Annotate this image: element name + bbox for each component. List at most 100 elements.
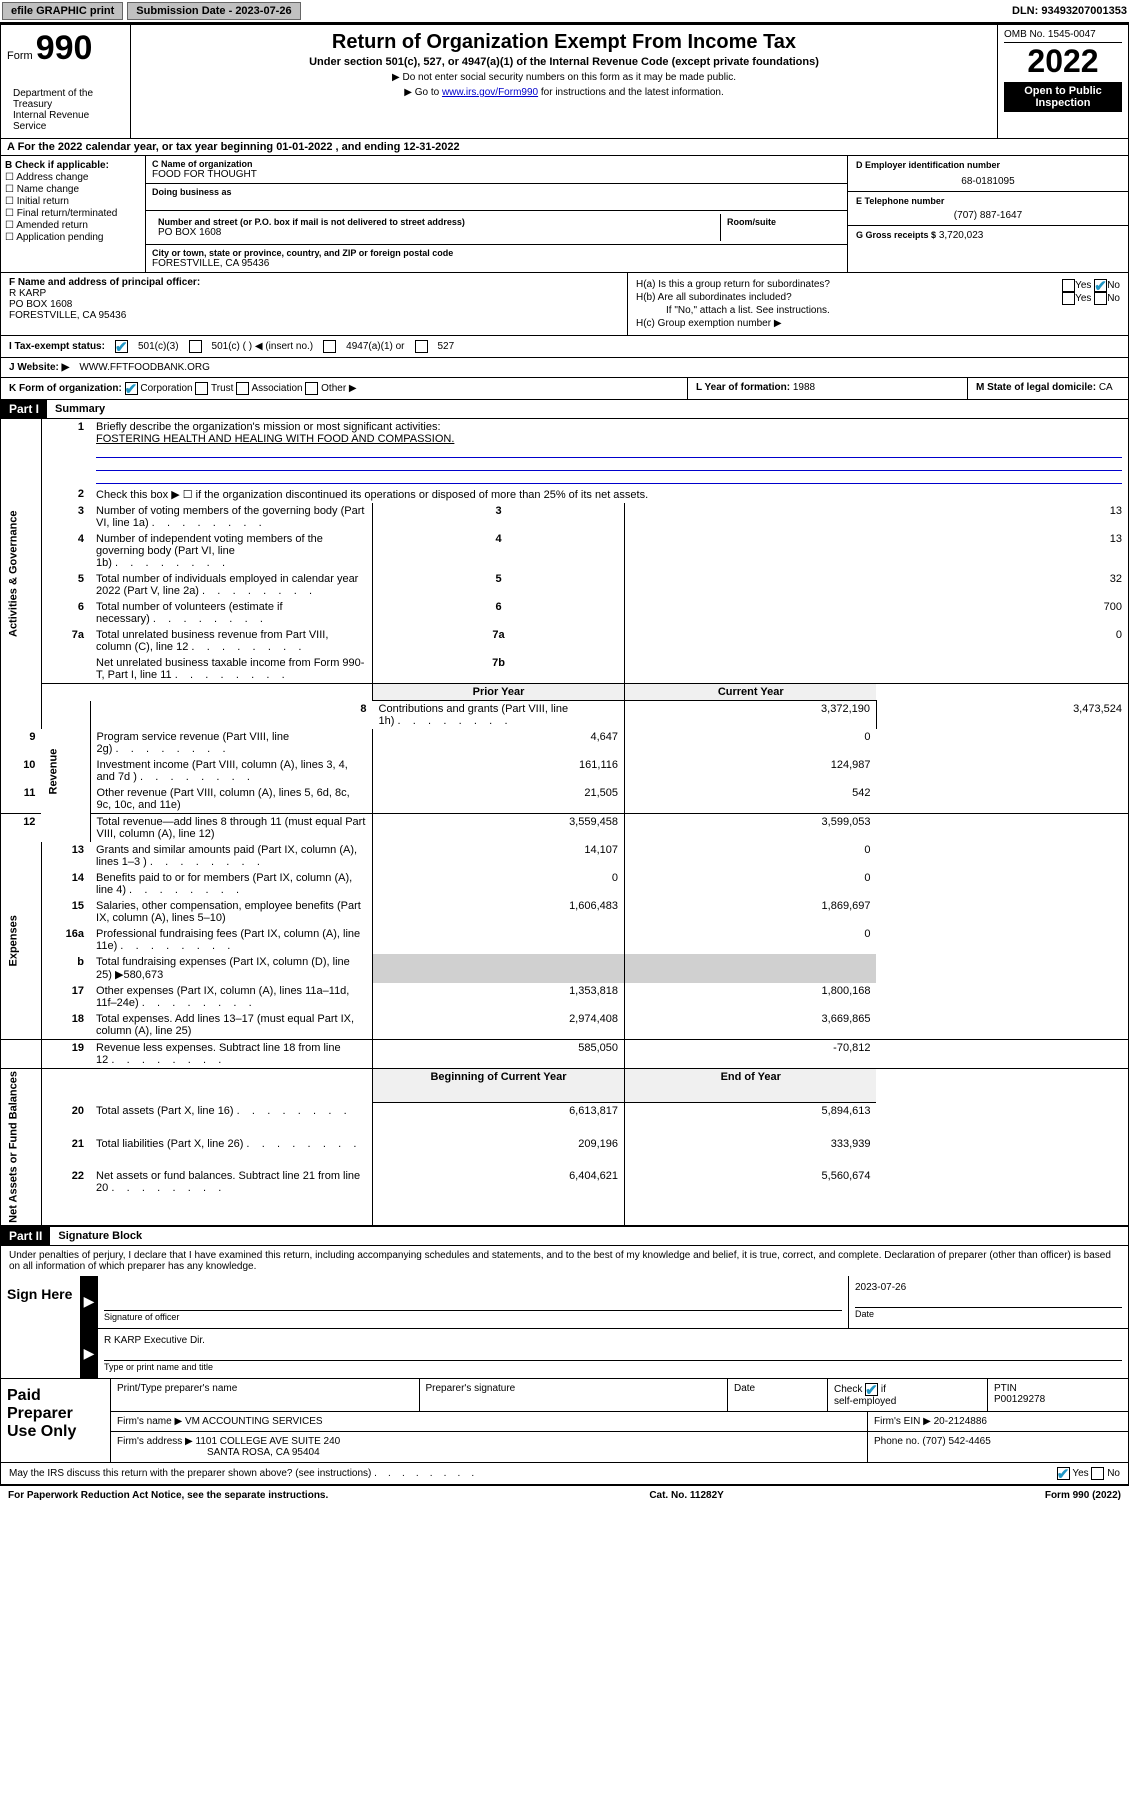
side-label-ag: Activities & Governance	[1, 419, 42, 729]
org-name-label: C Name of organization	[152, 159, 841, 169]
part2-tag: Part II	[1, 1227, 50, 1245]
city-cell: City or town, state or province, country…	[146, 245, 847, 272]
ein-cell: D Employer identification number 68-0181…	[848, 156, 1128, 192]
self-employed-checkbox[interactable]	[865, 1383, 878, 1396]
h-a-row: H(a) Is this a group return for subordin…	[636, 279, 1120, 290]
discuss-no-checkbox[interactable]	[1091, 1467, 1104, 1480]
m-cell: M State of legal domicile: CA	[968, 378, 1128, 399]
officer-label: F Name and address of principal officer:	[9, 277, 619, 288]
top-bar: efile GRAPHIC print Submission Date - 20…	[0, 0, 1129, 24]
hb-no-checkbox[interactable]	[1094, 292, 1107, 305]
part2-title: Signature Block	[50, 1228, 150, 1244]
phone-cell: E Telephone number (707) 887-1647	[848, 192, 1128, 226]
status-527-checkbox[interactable]	[415, 340, 428, 353]
k-trust-checkbox[interactable]	[195, 382, 208, 395]
p8: 3,372,190	[625, 701, 877, 730]
line-1-desc: Briefly describe the organization's miss…	[90, 419, 1128, 486]
check-initial-return[interactable]: ☐ Initial return	[5, 196, 141, 207]
website-row: J Website: ▶ WWW.FFTFOODBANK.ORG	[0, 358, 1129, 378]
submission-date-button[interactable]: Submission Date - 2023-07-26	[127, 2, 300, 20]
gross-value: 3,720,023	[939, 230, 984, 241]
line-22: Net assets or fund balances. Subtract li…	[90, 1168, 372, 1225]
officer-addr1: PO BOX 1608	[9, 299, 619, 310]
status-501c3-checkbox[interactable]	[115, 340, 128, 353]
street-cell: Number and street (or P.O. box if mail i…	[146, 211, 847, 245]
line-10: Investment income (Part VIII, column (A)…	[90, 757, 372, 785]
line-16b: Total fundraising expenses (Part IX, col…	[90, 954, 372, 983]
paperwork-footer: For Paperwork Reduction Act Notice, see …	[0, 1485, 1129, 1505]
sub-title: Under section 501(c), 527, or 4947(a)(1)…	[137, 56, 991, 68]
part2-header: Part II Signature Block	[0, 1226, 1129, 1246]
org-name: FOOD FOR THOUGHT	[152, 169, 841, 180]
prep-selfemp: Check ifself-employed	[828, 1379, 988, 1411]
val-7a: 0	[625, 627, 1129, 655]
mission-text: FOSTERING HEALTH AND HEALING WITH FOOD A…	[96, 433, 454, 445]
line-8: Contributions and grants (Part VIII, lin…	[373, 701, 625, 730]
header-center: Return of Organization Exempt From Incom…	[131, 25, 998, 138]
tax-year: 2022	[1004, 43, 1122, 80]
officer-signature-cell[interactable]: Signature of officer	[97, 1276, 848, 1328]
entity-block: B Check if applicable: ☐ Address change …	[0, 156, 1129, 273]
val-4: 13	[625, 531, 1129, 571]
line-2: Check this box ▶ ☐ if the organization d…	[90, 486, 1128, 503]
instruction-2: ▶ Go to www.irs.gov/Form990 for instruct…	[137, 87, 991, 98]
sign-date-cell: 2023-07-26 Date	[848, 1276, 1128, 1328]
entity-mid-column: C Name of organization FOOD FOR THOUGHT …	[146, 156, 848, 272]
line-15: Salaries, other compensation, employee b…	[90, 898, 372, 926]
ha-no-checkbox[interactable]	[1094, 279, 1107, 292]
instr2-post: for instructions and the latest informat…	[538, 87, 724, 98]
check-address-change[interactable]: ☐ Address change	[5, 172, 141, 183]
side-label-rev: Revenue	[41, 701, 90, 843]
city-label: City or town, state or province, country…	[152, 248, 841, 258]
street-value: PO BOX 1608	[158, 227, 714, 238]
street-label: Number and street (or P.O. box if mail i…	[158, 217, 714, 227]
check-final-return[interactable]: ☐ Final return/terminated	[5, 208, 141, 219]
current-year-header: Current Year	[625, 684, 877, 701]
hb-yes-checkbox[interactable]	[1062, 292, 1075, 305]
k-assoc-checkbox[interactable]	[236, 382, 249, 395]
mission-line	[96, 471, 1122, 484]
status-501c-checkbox[interactable]	[189, 340, 202, 353]
paperwork-text: For Paperwork Reduction Act Notice, see …	[8, 1490, 328, 1501]
gross-label: G Gross receipts $	[856, 230, 936, 240]
k-corp-checkbox[interactable]	[125, 382, 138, 395]
val-7b	[625, 655, 1129, 684]
penalty-text: Under penalties of perjury, I declare th…	[0, 1246, 1129, 1276]
line-4: Number of independent voting members of …	[90, 531, 372, 571]
line-12: Total revenue—add lines 8 through 11 (mu…	[90, 814, 372, 843]
header-right: OMB No. 1545-0047 2022 Open to Public In…	[998, 25, 1128, 138]
part1-header: Part I Summary	[0, 400, 1129, 419]
ein-label: D Employer identification number	[856, 160, 1120, 170]
ha-yes-checkbox[interactable]	[1062, 279, 1075, 292]
check-application-pending[interactable]: ☐ Application pending	[5, 232, 141, 243]
k-other-checkbox[interactable]	[305, 382, 318, 395]
dba-label: Doing business as	[152, 187, 841, 197]
prep-date-label: Date	[728, 1379, 828, 1411]
part1-tag: Part I	[1, 400, 47, 418]
line-6: Total number of volunteers (estimate if …	[90, 599, 372, 627]
preparer-block: Paid Preparer Use Only Print/Type prepar…	[0, 1379, 1129, 1463]
prep-name-label: Print/Type preparer's name	[111, 1379, 420, 1411]
check-amended-return[interactable]: ☐ Amended return	[5, 220, 141, 231]
efile-print-button[interactable]: efile GRAPHIC print	[2, 2, 123, 20]
discuss-row: May the IRS discuss this return with the…	[0, 1463, 1129, 1485]
officer-addr2: FORESTVILLE, CA 95436	[9, 310, 619, 321]
room-label: Room/suite	[727, 217, 835, 227]
check-b-label: B Check if applicable:	[5, 160, 141, 171]
irs-link[interactable]: www.irs.gov/Form990	[442, 87, 538, 98]
org-name-cell: C Name of organization FOOD FOR THOUGHT	[146, 156, 847, 184]
phone-value: (707) 887-1647	[856, 210, 1120, 221]
website-value: WWW.FFTFOODBANK.ORG	[79, 362, 210, 373]
arrow-icon: ▶	[81, 1276, 97, 1328]
status-label: I Tax-exempt status:	[9, 341, 105, 352]
check-name-change[interactable]: ☐ Name change	[5, 184, 141, 195]
department-text: Department of the Treasury Internal Reve…	[7, 86, 124, 134]
status-4947-checkbox[interactable]	[323, 340, 336, 353]
instr2-pre: ▶ Go to	[404, 87, 442, 98]
line-17: Other expenses (Part IX, column (A), lin…	[90, 983, 372, 1011]
beginning-header: Beginning of Current Year	[373, 1069, 625, 1103]
side-label-net: Net Assets or Fund Balances	[1, 1069, 42, 1226]
discuss-yes-checkbox[interactable]	[1057, 1467, 1070, 1480]
tax-year-row: A For the 2022 calendar year, or tax yea…	[0, 139, 1129, 156]
sign-here-label: Sign Here	[1, 1276, 81, 1378]
